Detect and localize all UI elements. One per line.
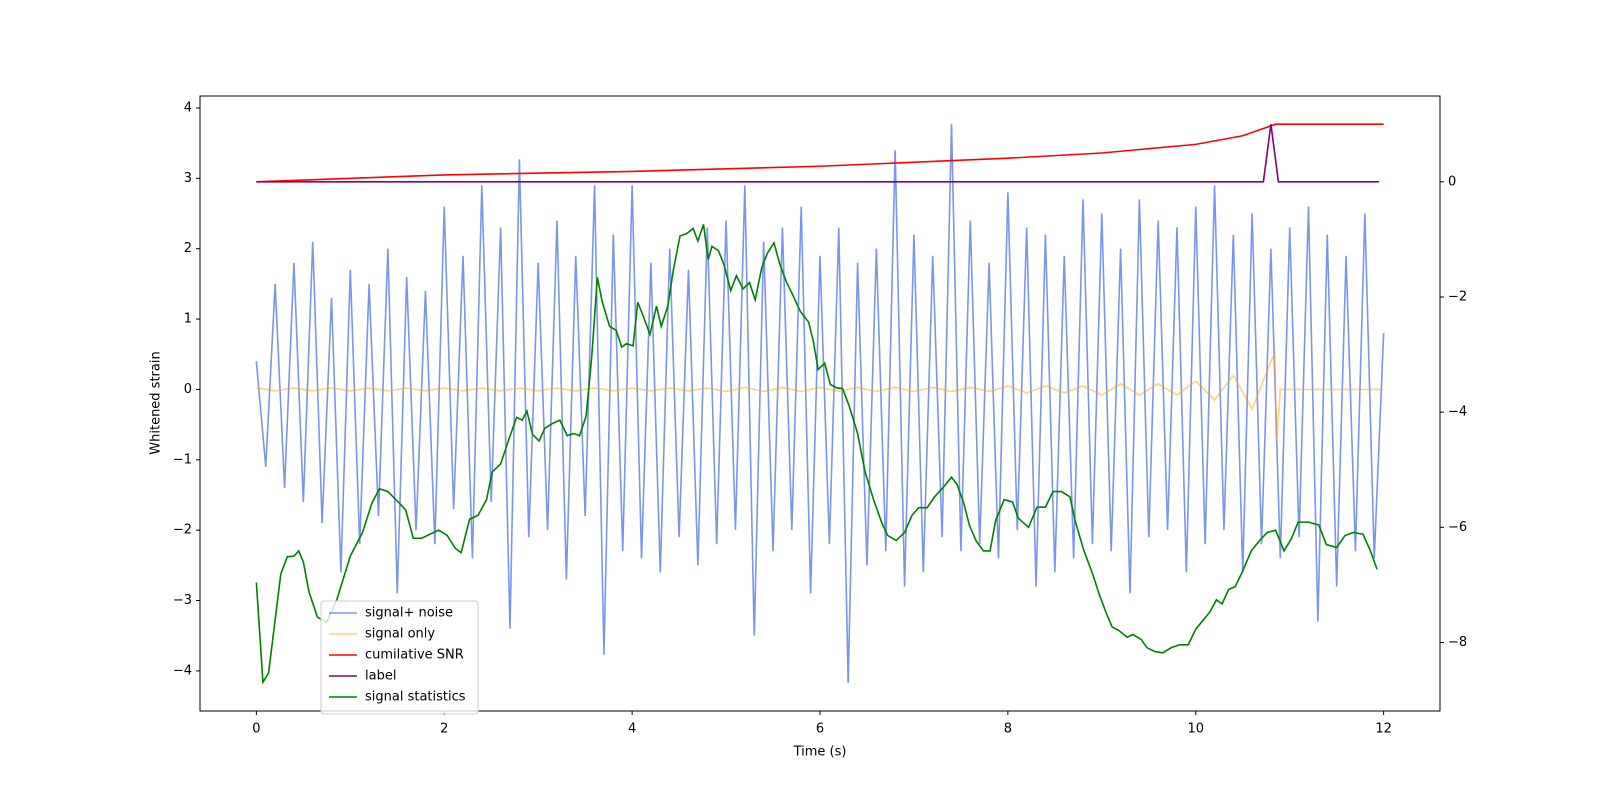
x-axis-label: Time (s) (793, 745, 847, 760)
y-tick-label: −4 (173, 663, 192, 678)
y-tick-label: 0 (184, 382, 192, 397)
legend-label: signal statistics (365, 690, 466, 705)
legend-label: signal only (365, 627, 435, 642)
y-tick-label: 2 (184, 241, 192, 256)
x-tick-label: 8 (1004, 722, 1012, 737)
y-tick-label: −1 (173, 452, 192, 467)
series-line (256, 124, 1379, 183)
x-tick-label: 2 (440, 722, 448, 737)
y-tick-label: −3 (173, 593, 192, 608)
legend-box (320, 600, 479, 715)
y2-tick-label: −6 (1448, 520, 1467, 535)
legend-label: label (365, 669, 396, 684)
legend: signal+ noise signal only cumilative SNR la… (320, 600, 479, 715)
y-tick-label: −2 (173, 523, 192, 538)
legend-label: signal+ noise (365, 606, 453, 621)
series-line (255, 124, 1385, 683)
x-tick-label: 4 (628, 722, 636, 737)
y-tick-label: 1 (184, 312, 192, 327)
x-tick-label: 0 (252, 722, 260, 737)
x-tick-label: 6 (816, 722, 824, 737)
series-line (256, 123, 1384, 183)
x-tick-label: 12 (1375, 722, 1392, 737)
legend-label: cumilative SNR (365, 648, 464, 663)
y2-tick-label: 0 (1448, 174, 1456, 189)
y-tick-label: 3 (184, 171, 192, 186)
series-line (255, 224, 1378, 685)
y2-tick-label: −2 (1448, 289, 1467, 304)
y2-tick-label: −4 (1448, 405, 1467, 420)
y-tick-label: 4 (184, 100, 192, 115)
y2-tick-label: −8 (1448, 635, 1467, 650)
x-tick-label: 10 (1187, 722, 1204, 737)
series-line (256, 351, 1384, 443)
y-axis-label: Whitened strain (149, 351, 164, 454)
